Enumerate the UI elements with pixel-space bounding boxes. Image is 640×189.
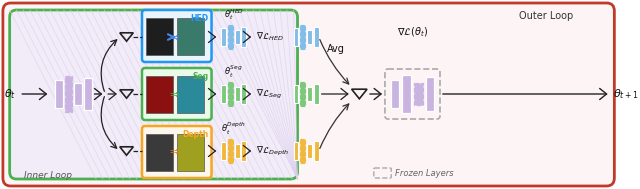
Text: $\Rightarrow$: $\Rightarrow$: [168, 146, 180, 156]
Bar: [314, 84, 319, 104]
Text: $\theta_t$: $\theta_t$: [4, 87, 16, 101]
Bar: [74, 83, 82, 105]
Bar: [307, 87, 312, 101]
Bar: [235, 30, 239, 44]
Bar: [177, 76, 204, 113]
Bar: [307, 30, 312, 44]
Text: $\nabla\mathcal{L}_{HED}$: $\nabla\mathcal{L}_{HED}$: [256, 31, 284, 43]
Text: Frozen Layers: Frozen Layers: [395, 169, 454, 177]
Text: $\theta_{t+1}$: $\theta_{t+1}$: [613, 87, 639, 101]
Bar: [426, 77, 434, 111]
Bar: [177, 18, 204, 55]
Text: $\Rightarrow$: $\Rightarrow$: [168, 32, 180, 42]
Text: $\theta_t^{HED}$: $\theta_t^{HED}$: [223, 8, 244, 22]
Bar: [146, 76, 173, 113]
Bar: [294, 28, 298, 46]
Text: Inner Loop: Inner Loop: [24, 171, 72, 180]
Bar: [65, 76, 72, 112]
Bar: [294, 142, 298, 160]
Bar: [221, 142, 226, 160]
Bar: [300, 25, 305, 49]
FancyBboxPatch shape: [142, 10, 212, 62]
Bar: [146, 134, 173, 171]
Bar: [391, 80, 399, 108]
Text: Outer Loop: Outer Loop: [518, 11, 573, 21]
Bar: [294, 85, 298, 103]
Text: $\nabla\mathcal{L}_{Seg}$: $\nabla\mathcal{L}_{Seg}$: [256, 88, 282, 101]
Bar: [314, 141, 319, 161]
Bar: [221, 85, 226, 103]
Text: Avg: Avg: [327, 44, 345, 54]
Bar: [228, 82, 233, 106]
Bar: [177, 134, 204, 171]
FancyBboxPatch shape: [3, 3, 614, 186]
Bar: [241, 141, 246, 161]
Text: $\nabla\mathcal{L}_{Depth}$: $\nabla\mathcal{L}_{Depth}$: [256, 144, 289, 158]
Bar: [221, 28, 226, 46]
Bar: [146, 18, 173, 55]
Text: HED: HED: [191, 14, 209, 23]
Bar: [84, 78, 92, 110]
Text: $\theta_t^{Depth}$: $\theta_t^{Depth}$: [221, 121, 246, 137]
Text: Depth: Depth: [182, 130, 209, 139]
Bar: [414, 83, 422, 105]
Bar: [235, 144, 239, 158]
Text: $\theta_t^{Seg}$: $\theta_t^{Seg}$: [225, 64, 243, 80]
FancyBboxPatch shape: [10, 10, 298, 179]
Bar: [300, 139, 305, 163]
Bar: [235, 87, 239, 101]
Text: Seg: Seg: [193, 72, 209, 81]
Bar: [241, 84, 246, 104]
Bar: [307, 144, 312, 158]
Bar: [300, 82, 305, 106]
Bar: [403, 75, 411, 113]
Bar: [228, 139, 233, 163]
FancyBboxPatch shape: [142, 126, 212, 178]
Bar: [228, 25, 233, 49]
Text: $\nabla\mathcal{L}(\theta_t)$: $\nabla\mathcal{L}(\theta_t)$: [397, 25, 428, 39]
Bar: [314, 27, 319, 47]
Text: $\Rightarrow$: $\Rightarrow$: [168, 89, 180, 99]
Bar: [55, 80, 63, 108]
Bar: [241, 27, 246, 47]
FancyBboxPatch shape: [142, 68, 212, 120]
